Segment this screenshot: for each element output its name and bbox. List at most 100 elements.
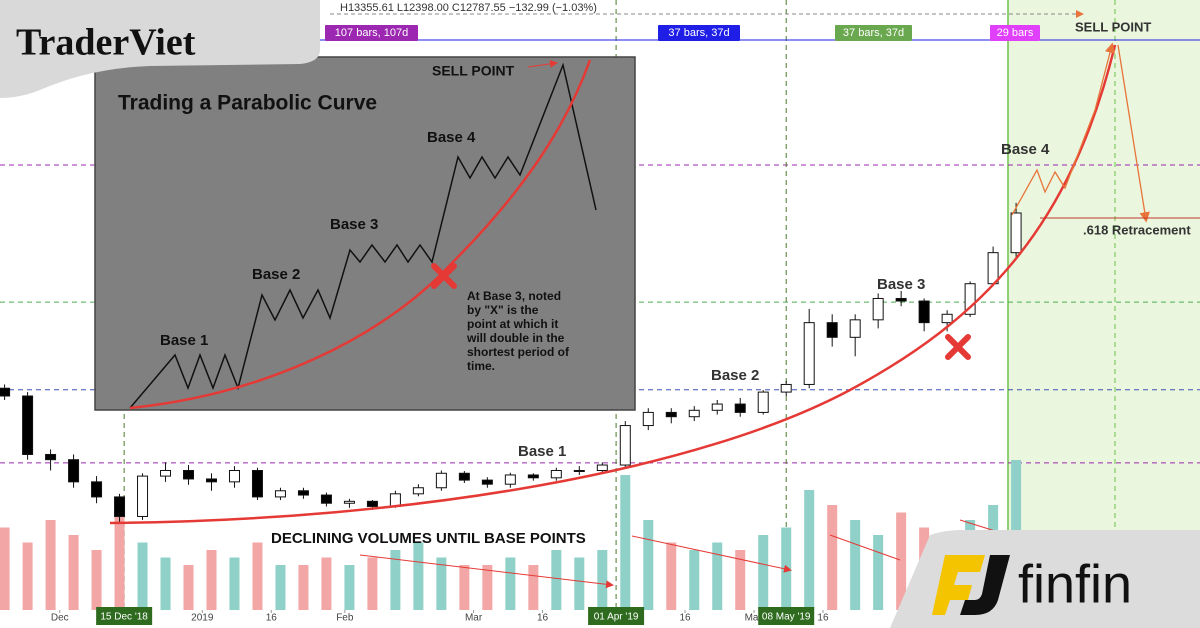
range-label: 37 bars, 37d — [843, 27, 904, 39]
volume-bar — [505, 557, 516, 610]
volume-bar — [229, 557, 240, 610]
volume-bar — [896, 512, 907, 610]
inset-base: Base 4 — [427, 129, 476, 146]
volume-arrow — [359, 554, 614, 589]
inset-box — [94, 56, 636, 411]
target-zone — [1008, 0, 1200, 610]
x-tick-label: 16 — [537, 613, 549, 624]
range-label: 37 bars, 37d — [668, 27, 729, 39]
volume-bar — [390, 550, 401, 610]
volume-bar — [574, 557, 585, 610]
candle-body — [803, 322, 815, 385]
inset-curve — [129, 59, 592, 410]
candle-body — [481, 479, 493, 485]
volume-bar — [436, 557, 447, 610]
candle-body — [412, 487, 424, 495]
candle-body — [665, 411, 677, 418]
volume-bar — [597, 550, 608, 610]
candle-body — [205, 478, 217, 483]
x-tick-label: May — [745, 613, 764, 624]
candle-body — [757, 391, 769, 413]
candle-body — [619, 425, 631, 466]
candle-body — [964, 283, 976, 315]
note-line: will double in the — [466, 331, 565, 345]
candle-body — [297, 490, 309, 496]
volume-bar — [528, 565, 539, 610]
date-badge — [588, 607, 645, 625]
parabolic-curve — [109, 44, 1117, 525]
range-label: 29 bars — [997, 27, 1034, 39]
candle-body — [68, 459, 80, 483]
volume-bar — [252, 542, 263, 610]
x-tick-label: 16 — [266, 613, 278, 624]
date-badge-label: 01 Apr '19 — [594, 612, 639, 623]
candle-body — [849, 319, 861, 338]
inset-title: Trading a Parabolic Curve — [118, 92, 377, 115]
range-badge — [325, 25, 418, 41]
candle-body — [22, 395, 34, 455]
cross-mark — [945, 334, 971, 360]
annotation: Base 2 — [711, 367, 759, 384]
candle-body — [895, 297, 907, 302]
candle-body — [251, 469, 263, 498]
candle-body — [642, 411, 654, 427]
x-tick-label: Dec — [51, 613, 69, 624]
candle-body — [573, 469, 585, 472]
x-axis: Dec 2019 16 Feb Mar 16 16 May 16 15 Dec '18 01 Apr… — [51, 607, 829, 625]
note-line: time. — [467, 359, 495, 373]
volume-bar — [873, 535, 884, 610]
candle-body — [137, 475, 149, 517]
candle-body — [114, 496, 126, 517]
volume-bar — [620, 475, 631, 610]
date-badge — [758, 607, 815, 625]
note-line: At Base 3, noted — [467, 289, 561, 303]
x-tick-label: 16 — [817, 613, 829, 624]
volume-bar — [689, 550, 700, 610]
volume-bar — [758, 535, 769, 610]
volume-bar — [482, 565, 493, 610]
candle-body — [343, 500, 355, 504]
inset: Trading a Parabolic Curve SELL POINT Bas… — [94, 56, 636, 411]
volume-bar — [137, 542, 148, 610]
volume-bar — [712, 542, 723, 610]
inset-base: Base 1 — [160, 332, 208, 349]
candle-body — [458, 472, 470, 481]
candle-body — [688, 409, 700, 418]
candle-body — [320, 494, 332, 504]
volume-bar — [114, 512, 125, 610]
volume-bar — [22, 542, 33, 610]
volume-bar — [551, 550, 562, 610]
brand-left-bg — [0, 0, 320, 98]
projection-down — [1117, 44, 1150, 223]
volume-bar — [827, 505, 838, 610]
brand-right: finfin — [1018, 554, 1132, 614]
x-tick-label: Feb — [336, 613, 354, 624]
candle-body — [160, 469, 172, 477]
volume-bar — [45, 520, 56, 610]
candle-body — [826, 322, 838, 338]
volume-bar — [459, 565, 470, 610]
candle-body — [941, 313, 953, 324]
range-badges: 107 bars, 107d 37 bars, 37d 37 bars, 37d 29… — [325, 25, 1040, 41]
annotation: Base 4 — [1001, 141, 1050, 158]
candle-body — [780, 383, 792, 393]
volume-bar — [183, 565, 194, 610]
volume-bar — [413, 542, 424, 610]
date-badge-label: 15 Dec '18 — [100, 612, 148, 623]
ohlc-header: H13355.61 L12398.00 C12787.55 −132.99 (−… — [340, 2, 597, 14]
candle-body — [987, 252, 999, 285]
annotation: .618 Retracement — [1083, 222, 1191, 237]
volume-bar — [804, 490, 815, 610]
range-badge — [835, 25, 912, 41]
inset-base: Base 2 — [252, 266, 300, 283]
inset-base: Base 3 — [330, 216, 378, 233]
volume-arrow — [631, 535, 792, 573]
annotation: Base 1 — [518, 443, 566, 460]
candle-body — [872, 297, 884, 321]
candle-body — [711, 403, 723, 411]
inset-cross — [431, 263, 457, 289]
candle-body — [0, 387, 11, 397]
volume-bar — [275, 565, 286, 610]
